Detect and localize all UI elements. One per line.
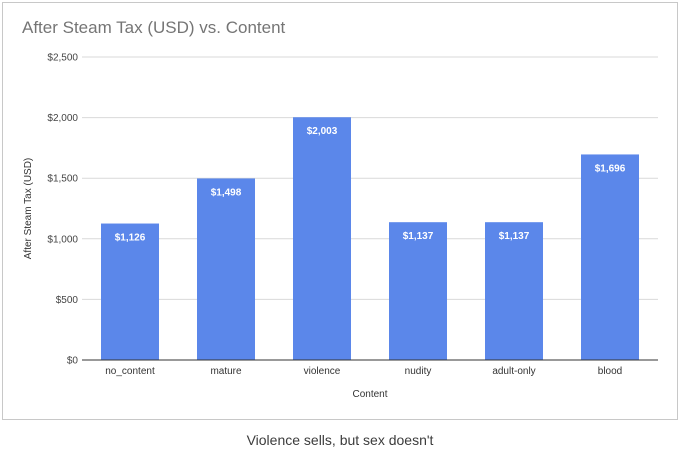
bar [293,117,351,361]
x-tick-label: no_content [105,366,155,377]
x-tick-label: violence [304,366,341,377]
y-tick-label: $1,000 [47,234,78,245]
x-tick-label: blood [598,366,622,377]
data-label: $1,137 [403,231,434,242]
y-axis-title: After Steam Tax (USD) [23,158,34,260]
bar-chart: $0 $500 $1,000 $1,500 $2,000 $2,500 $1,126 no_c… [23,53,658,400]
data-label: $1,137 [499,231,530,242]
bar [581,154,639,360]
y-tick-label: $0 [67,356,79,367]
x-tick-label: nudity [405,366,432,377]
data-label: $1,126 [115,233,146,244]
y-tick-label: $500 [56,295,79,306]
y-tick-label: $2,000 [47,113,78,124]
x-axis-title: Content [352,389,387,400]
data-label: $2,003 [307,126,338,137]
bar [101,223,159,360]
x-tick-label: mature [210,366,242,377]
y-tick-label: $2,500 [47,53,78,64]
x-tick-label: adult-only [492,366,535,377]
y-tick-label: $1,500 [47,174,78,185]
data-label: $1,696 [595,163,626,174]
bar [197,178,255,360]
chart-title: After Steam Tax (USD) vs. Content [22,18,286,37]
bar [389,222,447,360]
bar [485,222,543,360]
figure-caption: Violence sells, but sex doesn't [246,432,434,448]
data-label: $1,498 [211,187,242,198]
